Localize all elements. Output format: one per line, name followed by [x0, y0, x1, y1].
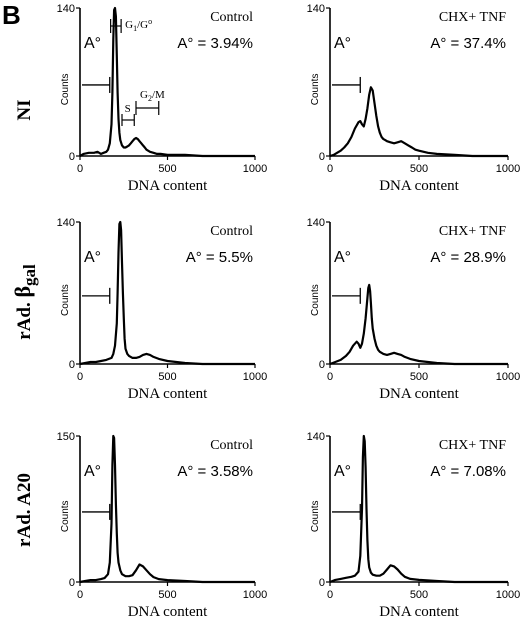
gate-label: A°: [334, 249, 351, 266]
y-tick-label: 0: [69, 151, 75, 163]
y-axis-label: Counts: [310, 500, 321, 532]
x-tick-label: 1000: [496, 371, 520, 383]
x-tick-label: 500: [410, 589, 428, 601]
g1-g0-label: G1/Go: [125, 17, 152, 33]
y-axis-label: Counts: [60, 500, 71, 532]
x-tick-label: 500: [158, 589, 176, 601]
row-label-main: rAd. A20: [14, 473, 35, 547]
condition-label: Control: [210, 224, 253, 239]
x-tick-label: 500: [410, 163, 428, 175]
histogram-panel-2-2: 0 500 1000 0 140 Counts DNA content CHX+ TNF A° …: [307, 217, 520, 402]
apoptosis-percentage: A° = 28.9%: [430, 249, 506, 266]
x-axis-label: DNA content: [379, 604, 459, 619]
x-tick-label: 0: [77, 589, 83, 601]
histogram-trace: [79, 220, 255, 366]
x-tick-label: 1000: [243, 163, 267, 175]
y-axis-label: Counts: [310, 284, 321, 316]
row-label-text: rAd. A20: [14, 473, 35, 547]
x-tick-label: 1000: [243, 371, 267, 383]
x-tick-label: 1000: [496, 589, 520, 601]
x-tick-label: 500: [158, 371, 176, 383]
x-tick-label: 0: [327, 371, 333, 383]
g0-sup: o: [148, 17, 152, 26]
g2m-label: G2/M: [140, 89, 165, 103]
condition-label: CHX+ TNF: [439, 438, 506, 453]
histogram-panel-1-1: 0 500 1000 0 140 Counts DNA content Control A° =…: [57, 3, 268, 194]
histogram-panel-3-2: 0 500 1000 0 140 Counts DNA content CHX+ TNF A° …: [307, 431, 520, 619]
y-axis-label: Counts: [60, 74, 71, 106]
condition-label: CHX+ TNF: [439, 224, 506, 239]
y-tick-label: 140: [307, 217, 325, 229]
histogram-trace: [79, 6, 255, 158]
gate-label: A°: [334, 463, 351, 480]
y-tick-label: 140: [307, 3, 325, 15]
g2-rest: /M: [152, 89, 165, 101]
condition-label: Control: [210, 438, 253, 453]
histogram-panel-3-1: 0 500 1000 0 150 Counts DNA content Control A° =…: [57, 431, 268, 619]
y-tick-label: 0: [69, 359, 75, 371]
y-tick-label: 140: [57, 217, 75, 229]
histogram-trace: [329, 283, 508, 366]
x-axis-label: DNA content: [379, 386, 459, 402]
histogram-trace: [329, 434, 508, 584]
row-label-main: NI: [14, 99, 35, 120]
apoptosis-percentage: A° = 7.08%: [430, 463, 506, 480]
x-tick-label: 0: [327, 589, 333, 601]
apoptosis-percentage: A° = 37.4%: [430, 35, 506, 52]
g1-rest: /G: [137, 19, 148, 31]
x-tick-label: 0: [77, 371, 83, 383]
x-tick-label: 1000: [496, 163, 520, 175]
g2-sub: 2: [148, 94, 152, 103]
apoptosis-percentage: A° = 5.5%: [186, 249, 253, 266]
x-tick-label: 500: [410, 371, 428, 383]
y-tick-label: 150: [57, 431, 75, 443]
x-axis-label: DNA content: [128, 604, 208, 619]
y-tick-label: 140: [57, 3, 75, 15]
x-tick-label: 0: [327, 163, 333, 175]
row-label-prefix: rAd.: [14, 298, 35, 340]
y-tick-label: 0: [319, 359, 325, 371]
y-tick-label: 0: [319, 151, 325, 163]
histogram-panel-1-2: 0 500 1000 0 140 Counts DNA content CHX+ TNF A° …: [307, 3, 520, 194]
y-tick-label: 0: [319, 577, 325, 589]
gate-label: A°: [84, 249, 101, 266]
x-axis-label: DNA content: [128, 386, 208, 402]
gate-label: A°: [334, 35, 351, 52]
x-axis-label: DNA content: [379, 178, 459, 194]
s-phase-label: S: [125, 103, 131, 115]
y-axis-label: Counts: [60, 284, 71, 316]
x-tick-label: 0: [77, 163, 83, 175]
x-axis-label: DNA content: [128, 178, 208, 194]
histogram-trace: [79, 434, 255, 584]
y-tick-label: 140: [307, 431, 325, 443]
condition-label: Control: [210, 10, 253, 25]
x-tick-label: 500: [158, 163, 176, 175]
g1-sub: 1: [133, 24, 137, 33]
apoptosis-percentage: A° = 3.94%: [177, 35, 253, 52]
gate-label: A°: [84, 463, 101, 480]
row-label-1: NI: [14, 99, 35, 120]
x-tick-label: 1000: [243, 589, 267, 601]
row-label-3: rAd. A20: [14, 473, 35, 547]
histogram-panel-2-1: 0 500 1000 0 140 Counts DNA content Control A° =…: [57, 217, 268, 402]
condition-label: CHX+ TNF: [439, 10, 506, 25]
y-tick-label: 0: [69, 577, 75, 589]
g2-main: G: [140, 89, 148, 101]
apoptosis-percentage: A° = 3.58%: [177, 463, 253, 480]
g1-main: G: [125, 19, 133, 31]
row-label-text: rAd. βgal: [10, 264, 39, 340]
row-label-sub: gal: [20, 264, 39, 286]
gate-label: A°: [84, 35, 101, 52]
histogram-trace: [329, 86, 508, 158]
panel-letter: B: [2, 0, 21, 30]
row-label-greek: β: [10, 286, 35, 298]
row-label-text: NI: [14, 99, 35, 120]
y-axis-label: Counts: [310, 74, 321, 106]
row-label-2: rAd. βgal: [10, 264, 39, 340]
